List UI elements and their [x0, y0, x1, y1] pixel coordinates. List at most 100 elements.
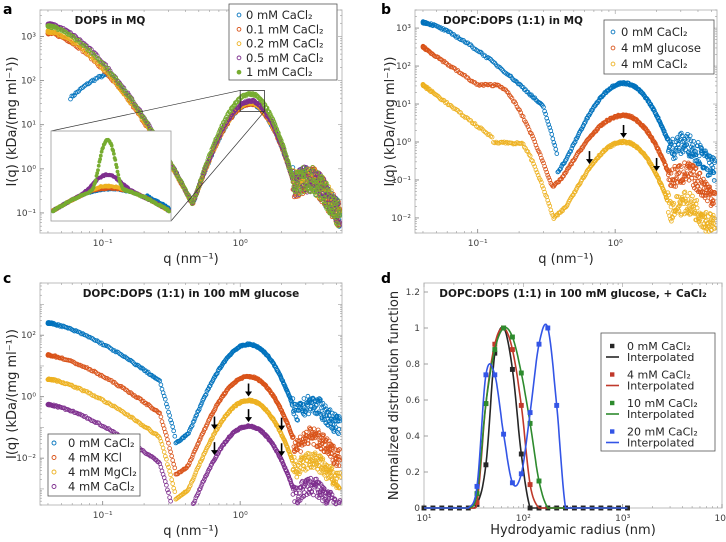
data-point — [333, 201, 339, 207]
inset-point — [167, 209, 171, 214]
inset-point — [95, 171, 100, 176]
y-tick-label: 10⁻² — [391, 214, 411, 224]
data-point — [191, 197, 197, 202]
data-point — [316, 192, 322, 198]
data-point — [286, 161, 292, 167]
data-point — [336, 206, 342, 212]
inset-point — [111, 148, 116, 153]
data-point — [142, 116, 147, 122]
data-point — [305, 177, 310, 182]
data-point — [80, 85, 86, 90]
data-point — [185, 192, 190, 198]
data-point — [125, 93, 131, 98]
legend-entry: 4 mM glucose — [621, 41, 701, 55]
data-point — [320, 183, 326, 189]
data-point — [294, 182, 300, 187]
y-tick-label: 10² — [396, 62, 411, 72]
inset-point — [101, 145, 105, 150]
data-point — [72, 92, 77, 98]
data-point — [329, 207, 335, 213]
data-point — [192, 194, 198, 199]
data-point — [183, 187, 188, 193]
y-tick-label: 10¹ — [396, 100, 411, 110]
legend-marker — [236, 69, 242, 75]
data-point — [193, 193, 199, 198]
data-point — [124, 91, 129, 97]
inset-point — [113, 157, 118, 162]
data-point — [315, 172, 320, 177]
data-point — [63, 29, 68, 35]
data-point — [293, 186, 299, 192]
chart-title: DOPC:DOPS (1:1) in 100 mM glucose — [83, 288, 300, 300]
panel-label-c: c — [3, 271, 11, 287]
data-point — [323, 191, 329, 196]
data-point — [299, 180, 304, 185]
inset-point — [98, 153, 103, 158]
data-point — [74, 37, 80, 43]
inset-point — [114, 165, 119, 170]
data-point — [84, 46, 90, 52]
chart-title: DOPC:DOPS (1:1) in MQ — [443, 15, 583, 27]
data-point — [204, 160, 210, 166]
x-axis-label: q (nm⁻¹) — [163, 252, 219, 267]
data-point — [309, 174, 315, 179]
data-point — [334, 200, 340, 206]
data-point — [230, 104, 236, 109]
inset-point — [98, 157, 103, 162]
y-tick-label: 10⁰ — [396, 138, 411, 148]
data-point — [303, 165, 309, 170]
data-point — [307, 170, 312, 175]
data-point — [267, 112, 273, 117]
data-point — [320, 178, 325, 184]
legend-entry: 4 mM CaCl₂ — [621, 57, 688, 71]
data-point — [133, 103, 139, 109]
data-point — [322, 188, 328, 193]
inset-point — [112, 151, 116, 156]
x-tick-label: 10⁻¹ — [93, 239, 113, 249]
data-point — [283, 152, 288, 157]
data-point — [324, 183, 330, 189]
data-point — [336, 211, 342, 217]
zoom-box — [239, 90, 265, 112]
data-point — [300, 165, 306, 170]
data-point — [290, 174, 295, 179]
data-point — [304, 167, 310, 173]
legend-entry: 0.1 mM CaCl₂ — [246, 22, 324, 36]
data-point — [335, 197, 340, 203]
data-point — [326, 189, 332, 194]
data-point — [126, 94, 132, 99]
data-point — [310, 165, 315, 170]
panel-label-d: d — [381, 271, 391, 287]
data-point — [315, 170, 321, 175]
data-point — [80, 43, 86, 48]
data-point — [210, 145, 215, 151]
data-point — [321, 195, 327, 201]
data-point — [201, 169, 206, 174]
data-point — [335, 221, 341, 226]
data-point — [178, 178, 184, 184]
data-point — [92, 52, 97, 58]
data-point — [86, 81, 91, 87]
data-point — [287, 167, 293, 173]
series-4 — [45, 23, 343, 229]
data-point — [215, 133, 221, 138]
data-point — [266, 109, 272, 115]
data-point — [290, 176, 296, 182]
legend-entry: 0.5 mM CaCl₂ — [246, 51, 324, 65]
y-axis-label: I(q) (kDa/(mg ml⁻¹)) — [383, 57, 398, 187]
zoom-connector — [170, 111, 265, 222]
inset-point — [93, 178, 98, 183]
legend-entry: 1 mM CaCl₂ — [246, 65, 313, 79]
chart-title: DOPS in MQ — [75, 15, 146, 27]
data-point — [319, 177, 325, 182]
data-point — [337, 213, 343, 219]
data-point — [189, 201, 195, 207]
inset-series-4 — [51, 137, 171, 214]
panel-label-b: b — [381, 2, 391, 18]
x-tick-label: 10⁻¹ — [468, 239, 488, 249]
data-point — [64, 30, 69, 36]
data-point — [200, 171, 206, 177]
